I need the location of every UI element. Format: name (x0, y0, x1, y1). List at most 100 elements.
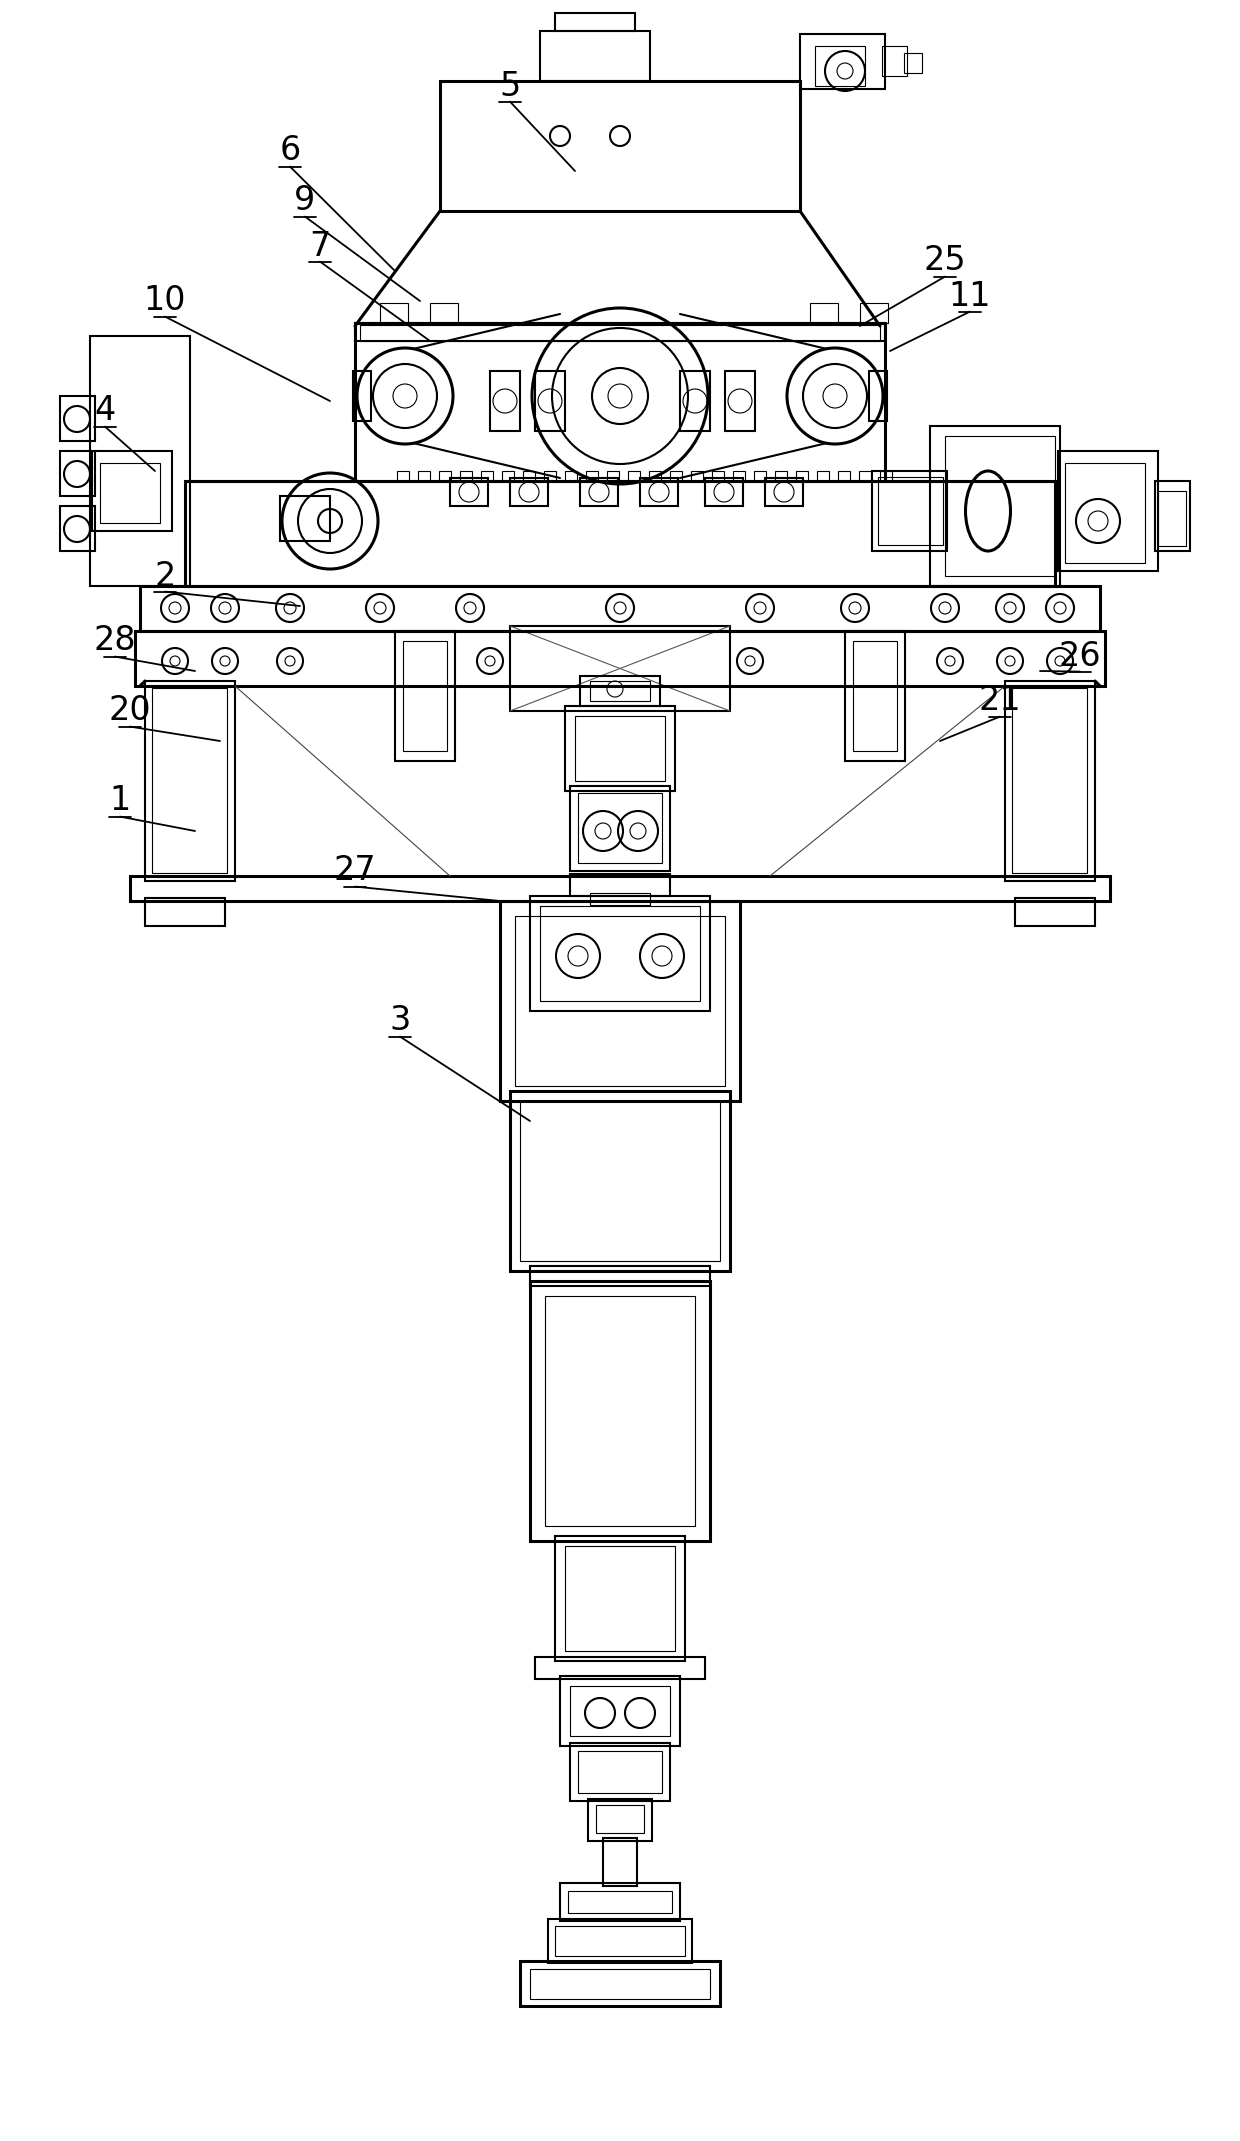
Bar (670, 471, 682, 482)
Bar (490, 370, 520, 430)
Bar (502, 471, 515, 482)
Text: 10: 10 (144, 285, 186, 317)
Bar (800, 34, 885, 90)
Bar (539, 30, 650, 81)
Bar (556, 1927, 684, 1957)
Bar (100, 462, 160, 522)
Bar (539, 906, 701, 1002)
Bar (560, 1882, 680, 1920)
Bar (872, 471, 947, 550)
Text: 9: 9 (294, 184, 316, 218)
Bar (546, 1295, 694, 1527)
Bar (515, 916, 725, 1085)
Bar (575, 715, 665, 781)
Bar (353, 370, 371, 422)
Text: 11: 11 (949, 280, 991, 313)
Bar (145, 681, 236, 880)
Bar (608, 471, 619, 482)
Bar (878, 477, 942, 546)
Bar (904, 54, 923, 73)
Bar (1004, 681, 1095, 880)
Text: 26: 26 (1059, 640, 1101, 672)
Bar (145, 897, 224, 927)
Bar (529, 1970, 711, 2000)
Bar (355, 323, 885, 340)
Bar (815, 45, 866, 86)
Bar (91, 336, 190, 587)
Bar (355, 323, 885, 482)
Bar (680, 370, 711, 430)
Bar (560, 1676, 680, 1747)
Bar (568, 1891, 672, 1914)
Bar (135, 632, 1105, 685)
Bar (534, 370, 565, 430)
Bar (765, 477, 804, 505)
Bar (481, 471, 494, 482)
Bar (578, 1751, 662, 1792)
Bar (460, 471, 472, 482)
Bar (510, 1092, 730, 1272)
Bar (534, 1657, 706, 1679)
Bar (396, 632, 455, 760)
Bar (706, 477, 743, 505)
Text: 2: 2 (154, 559, 176, 593)
Text: 4: 4 (94, 394, 115, 428)
Text: 25: 25 (924, 244, 966, 278)
Bar (570, 874, 670, 895)
Bar (403, 640, 446, 751)
Text: 3: 3 (389, 1004, 410, 1038)
Text: 7: 7 (309, 229, 331, 263)
Bar (580, 477, 618, 505)
Bar (556, 13, 635, 30)
Bar (440, 81, 800, 212)
Bar (556, 1535, 684, 1661)
Bar (418, 471, 430, 482)
Bar (430, 304, 458, 323)
Bar (379, 304, 408, 323)
Bar (92, 452, 172, 531)
Bar (397, 471, 409, 482)
Bar (775, 471, 787, 482)
Bar (529, 1265, 711, 1287)
Bar (185, 482, 1055, 587)
Bar (880, 471, 892, 482)
Bar (153, 687, 227, 874)
Bar (853, 640, 897, 751)
Bar (1058, 452, 1158, 572)
Bar (1016, 897, 1095, 927)
Bar (725, 370, 755, 430)
Bar (520, 1100, 720, 1261)
Bar (590, 893, 650, 906)
Bar (712, 471, 724, 482)
Bar (140, 587, 1100, 632)
Bar (520, 1961, 720, 2006)
Bar (565, 1546, 675, 1651)
Bar (570, 1743, 670, 1801)
Text: 6: 6 (279, 135, 300, 167)
Bar (733, 471, 745, 482)
Bar (640, 477, 678, 505)
Bar (570, 786, 670, 871)
Bar (565, 471, 577, 482)
Text: 27: 27 (334, 854, 376, 889)
Bar (930, 426, 1060, 587)
Bar (882, 45, 906, 75)
Bar (510, 625, 730, 711)
Bar (1012, 687, 1087, 874)
Bar (596, 1805, 644, 1833)
Text: 21: 21 (978, 685, 1022, 717)
Text: 5: 5 (500, 69, 521, 103)
Bar (280, 497, 330, 542)
Bar (450, 477, 489, 505)
Bar (838, 471, 849, 482)
Bar (627, 471, 640, 482)
Bar (578, 792, 662, 863)
Bar (844, 632, 905, 760)
Text: 1: 1 (109, 784, 130, 818)
Bar (1158, 490, 1185, 546)
Bar (859, 471, 870, 482)
Bar (588, 1798, 652, 1841)
Bar (810, 304, 838, 323)
Bar (565, 707, 675, 790)
Text: 28: 28 (94, 625, 136, 657)
